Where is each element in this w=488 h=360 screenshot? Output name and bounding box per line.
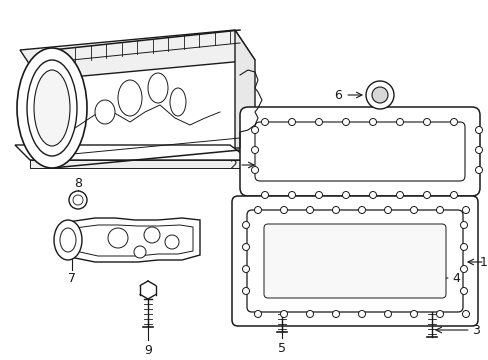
Text: 6: 6 — [333, 89, 341, 102]
Text: 2: 2 — [229, 158, 237, 171]
Circle shape — [342, 118, 349, 126]
Text: 7: 7 — [68, 271, 76, 284]
Circle shape — [474, 166, 482, 174]
Circle shape — [242, 221, 249, 229]
Circle shape — [134, 246, 146, 258]
Polygon shape — [30, 160, 249, 168]
Circle shape — [251, 126, 258, 134]
Ellipse shape — [118, 80, 142, 116]
Circle shape — [460, 221, 467, 229]
Circle shape — [164, 235, 179, 249]
Circle shape — [315, 192, 322, 198]
Circle shape — [396, 192, 403, 198]
Circle shape — [342, 192, 349, 198]
Text: 4: 4 — [451, 271, 459, 284]
Circle shape — [143, 227, 160, 243]
Circle shape — [474, 147, 482, 153]
Ellipse shape — [148, 73, 168, 103]
Circle shape — [399, 273, 409, 283]
Circle shape — [242, 266, 249, 273]
FancyBboxPatch shape — [231, 196, 477, 326]
Polygon shape — [72, 225, 193, 256]
Circle shape — [474, 126, 482, 134]
Circle shape — [462, 310, 468, 318]
Circle shape — [280, 207, 287, 213]
Text: 9: 9 — [144, 343, 152, 356]
Circle shape — [261, 118, 268, 126]
Circle shape — [449, 118, 457, 126]
Circle shape — [409, 207, 417, 213]
Circle shape — [462, 207, 468, 213]
Circle shape — [242, 243, 249, 251]
Circle shape — [306, 207, 313, 213]
Circle shape — [288, 118, 295, 126]
Circle shape — [436, 310, 443, 318]
FancyBboxPatch shape — [240, 107, 479, 196]
Circle shape — [369, 192, 376, 198]
Circle shape — [315, 118, 322, 126]
Circle shape — [384, 310, 391, 318]
Ellipse shape — [95, 100, 115, 124]
Text: 5: 5 — [278, 342, 285, 355]
Circle shape — [108, 228, 128, 248]
Circle shape — [384, 207, 391, 213]
Circle shape — [332, 207, 339, 213]
Text: 3: 3 — [471, 324, 479, 337]
Ellipse shape — [371, 87, 387, 103]
Circle shape — [288, 192, 295, 198]
Circle shape — [460, 266, 467, 273]
FancyBboxPatch shape — [264, 224, 445, 298]
Ellipse shape — [365, 81, 393, 109]
Circle shape — [261, 192, 268, 198]
Circle shape — [423, 118, 429, 126]
Ellipse shape — [54, 220, 82, 260]
Polygon shape — [15, 145, 249, 160]
Ellipse shape — [170, 88, 185, 116]
Polygon shape — [238, 202, 471, 320]
Polygon shape — [20, 30, 254, 80]
Polygon shape — [65, 218, 200, 262]
Circle shape — [460, 243, 467, 251]
Circle shape — [358, 310, 365, 318]
Ellipse shape — [17, 48, 87, 168]
Circle shape — [251, 166, 258, 174]
FancyBboxPatch shape — [254, 122, 464, 181]
FancyBboxPatch shape — [246, 210, 462, 312]
Circle shape — [369, 118, 376, 126]
Circle shape — [254, 207, 261, 213]
Circle shape — [436, 207, 443, 213]
Circle shape — [394, 268, 414, 288]
Circle shape — [409, 310, 417, 318]
Circle shape — [423, 192, 429, 198]
Text: 1: 1 — [479, 256, 487, 269]
Circle shape — [460, 288, 467, 294]
Circle shape — [280, 310, 287, 318]
Ellipse shape — [34, 70, 70, 146]
Circle shape — [332, 310, 339, 318]
Circle shape — [73, 195, 83, 205]
Ellipse shape — [60, 228, 76, 252]
Circle shape — [242, 288, 249, 294]
Circle shape — [306, 310, 313, 318]
Circle shape — [449, 192, 457, 198]
Polygon shape — [235, 30, 254, 148]
Circle shape — [358, 207, 365, 213]
Circle shape — [254, 310, 261, 318]
Circle shape — [251, 147, 258, 153]
Text: 8: 8 — [74, 176, 82, 189]
Ellipse shape — [27, 60, 77, 156]
Circle shape — [69, 191, 87, 209]
Circle shape — [396, 118, 403, 126]
